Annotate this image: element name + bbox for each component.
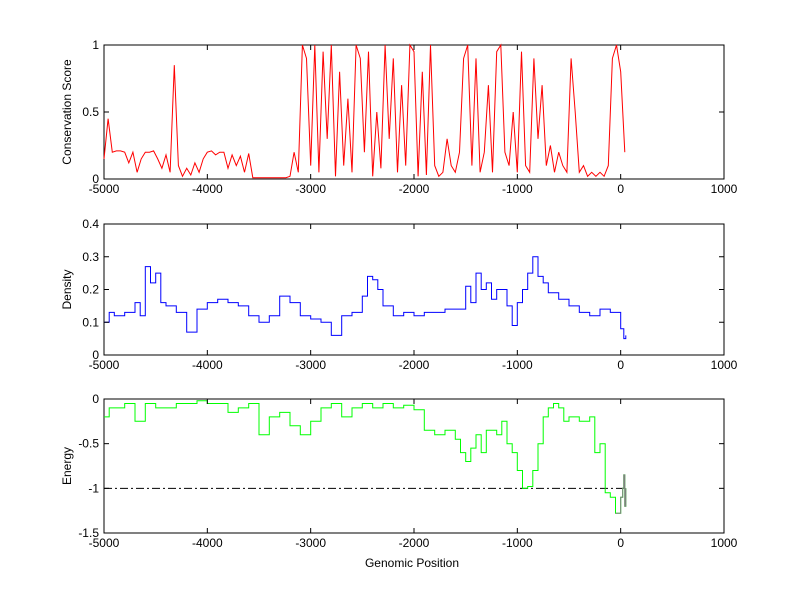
y-tick-label: 0.4	[82, 217, 99, 231]
x-tick-label: -4000	[192, 536, 223, 550]
x-tick-label: -3000	[295, 536, 326, 550]
x-tick-label: -4000	[192, 182, 223, 196]
x-tick-label: -1000	[502, 358, 533, 372]
axes-box	[103, 44, 725, 180]
x-tick-label: -3000	[295, 182, 326, 196]
y-axis-label: Conservation Score	[60, 59, 74, 165]
axes-box	[103, 223, 725, 356]
y-axis-label: Density	[60, 269, 74, 309]
x-tick-label: -2000	[399, 358, 430, 372]
density-series-line	[104, 256, 627, 340]
x-tick-label: 0	[617, 358, 624, 372]
axes-box	[103, 398, 725, 534]
x-tick-label: 0	[617, 182, 624, 196]
x-tick-label: 0	[617, 536, 624, 550]
x-tick-label: -5000	[89, 536, 120, 550]
y-tick-label: 0.5	[82, 105, 99, 119]
x-tick-label: -5000	[89, 358, 120, 372]
energy-axes: -5000 -4000 -3000 -2000 -1000 0 1000 -1.5 -1 -0.5…	[60, 392, 738, 550]
y-tick-label: 0.1	[82, 315, 99, 329]
y-tick-label: 0.2	[82, 283, 99, 297]
x-tick-label: -2000	[399, 536, 430, 550]
y-tick-label: 0	[92, 348, 99, 362]
y-axis-label: Energy	[60, 447, 74, 485]
y-tick-label: 0	[92, 392, 99, 406]
conservation-axes: -5000 -4000 -3000 -2000 -1000 0 1000 0 0.5 1 Conse…	[60, 38, 738, 196]
x-tick-label: -1000	[502, 182, 533, 196]
x-tick-label: -2000	[399, 182, 430, 196]
x-tick-label: -3000	[295, 358, 326, 372]
x-axis-label: Genomic Position	[365, 556, 459, 570]
y-tick-label: -0.5	[78, 437, 99, 451]
energy-series-line	[104, 400, 627, 514]
x-tick-label: -1000	[502, 536, 533, 550]
y-tick-label: -1	[88, 481, 99, 495]
y-tick-label: 0	[92, 172, 99, 186]
conservation-series-line	[103, 43, 626, 179]
x-tick-label: -5000	[89, 182, 120, 196]
y-tick-label: -1.5	[78, 526, 99, 540]
x-tick-label: 1000	[711, 358, 738, 372]
x-tick-label: 1000	[711, 182, 738, 196]
y-tick-label: 1	[92, 38, 99, 52]
energy-tail-line	[615, 474, 627, 514]
x-tick-label: 1000	[711, 536, 738, 550]
x-tick-label: -4000	[192, 358, 223, 372]
density-axes: -5000 -4000 -3000 -2000 -1000 0 1000 0 0.1 0.2 0.3…	[60, 217, 738, 372]
y-tick-label: 0.3	[82, 250, 99, 264]
